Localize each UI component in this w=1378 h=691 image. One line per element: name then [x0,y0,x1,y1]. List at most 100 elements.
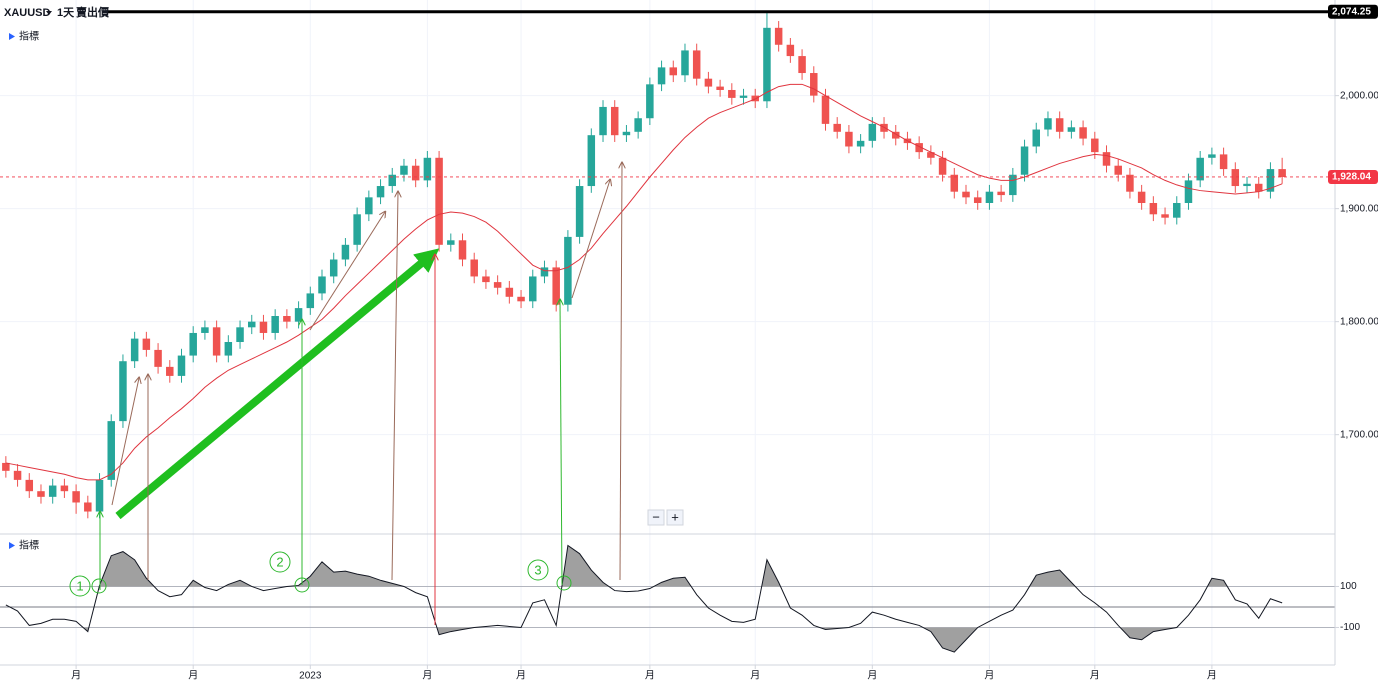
candle-body [505,287,514,297]
candle-body [25,479,34,492]
annotation: 3 [534,562,541,577]
candle-body [599,106,607,136]
indicator-line [5,544,1283,653]
candle-body [1161,214,1169,218]
indicator-toggle[interactable] [9,33,15,40]
candle-body [938,157,947,175]
candle-body [891,131,900,139]
candle-body [1278,169,1286,178]
candle-body [657,67,666,85]
candle-body [318,276,326,294]
candle-body [353,214,361,245]
price-tag [1328,4,1378,19]
zoom-out-button[interactable] [647,509,665,526]
x-tick-label: 月 [188,670,198,682]
y-tick-label: 2,000.00 [1340,90,1378,101]
candle-body [529,276,537,302]
candle-body [962,191,970,198]
candle-body [201,327,209,333]
annotation-circle [527,559,549,581]
candle-body [119,361,127,422]
candle-body [798,56,806,74]
candle-body [1173,202,1181,218]
candle-body [845,131,853,147]
candle-body [283,316,291,322]
y-tick-label: 1,800.00 [1340,316,1378,327]
candle-body [997,191,1005,196]
candle-body [1137,191,1146,203]
candle-body [48,485,57,497]
interval[interactable]: 1天 [57,6,75,19]
candle-body [107,421,115,480]
candle-body [1032,129,1041,147]
overbought-fill [99,545,1228,587]
annotation: 2 [276,554,283,569]
candle-body [294,308,303,322]
drawn-arrow [111,378,139,506]
symbol: XAUUSD [4,7,51,19]
candle-body [411,165,420,181]
annotation-circle [69,575,91,597]
candle-body [37,491,45,497]
price-type[interactable]: 賣出價 [75,5,110,19]
indicator-label[interactable]: 指標 [19,30,39,43]
x-tick-label: 月 [1207,670,1217,682]
candle-body [493,282,502,288]
candle-body [985,191,994,203]
zoom-in-button[interactable] [666,509,684,526]
candle-body [1126,174,1134,192]
x-tick-label: 月 [71,670,81,682]
trend-arrow [115,248,440,520]
indicator-label[interactable]: 指標 [19,539,39,552]
signal-circle [294,577,310,593]
candle-body [517,296,525,302]
price-tag-label: 2,074.25 [1332,6,1371,17]
zoom-out[interactable]: − [652,509,660,524]
candle-body [13,470,22,480]
candle-body [447,240,455,245]
candle-body [669,67,678,76]
candle-body [821,95,830,124]
candle-body [763,27,771,102]
candle-body [142,338,151,350]
x-tick-label: 月 [984,670,994,682]
drawn-arrow [309,212,385,331]
candle-body [482,276,490,283]
candle-body [1009,174,1017,196]
candle-body [189,332,197,356]
candle-body [435,157,443,245]
drawn-arrow [391,192,398,581]
y-tick-label: 1,900.00 [1340,203,1378,214]
x-tick-label: 月 [750,670,760,682]
oversold-fill [83,627,1177,653]
annotation-circle [269,551,291,573]
candle-body [470,259,478,277]
candle-body [1184,180,1193,203]
x-tick-label: 月 [516,670,526,682]
candle-body [271,316,279,333]
candle-body [1219,154,1228,170]
price-tag [1328,169,1378,184]
annotation: 1 [76,578,83,593]
candle-body [610,106,619,136]
candle-body [306,293,315,309]
candle-body [1231,169,1240,187]
candle-body [833,123,841,132]
x-tick-label: 月 [645,670,655,682]
candle-body [72,491,80,503]
candle-body [1055,118,1064,132]
zoom-in[interactable]: + [671,509,679,524]
candle-body [84,502,92,512]
candle-body [728,89,736,98]
signal-circle [556,575,572,591]
candle-body [692,50,701,79]
candle-body [774,27,783,45]
candle-body [166,366,174,376]
candle-body [716,86,724,90]
candle-body [95,479,104,512]
candle-body [329,259,338,277]
candle-body [365,197,373,215]
candle-body [575,186,584,237]
indicator-toggle[interactable] [9,542,15,549]
symbol-dropdown[interactable] [46,11,52,15]
